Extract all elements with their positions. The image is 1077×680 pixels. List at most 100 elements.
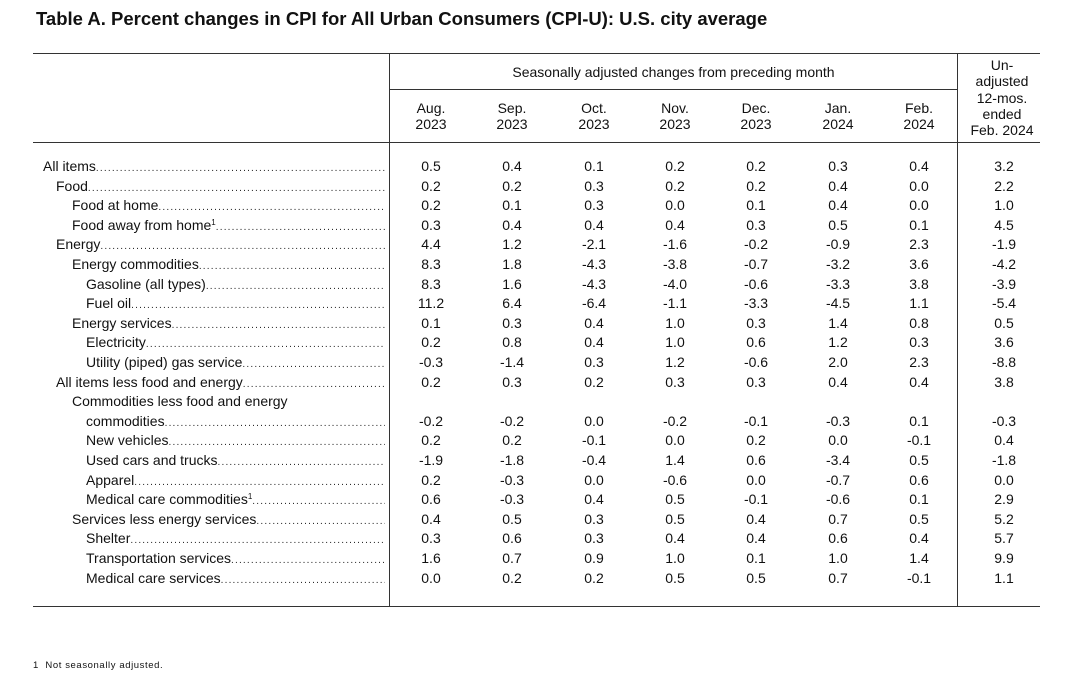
monthly-value-cell: 1.0 — [665, 314, 685, 331]
group-header-rule — [390, 89, 957, 90]
monthly-value-cell: 0.2 — [584, 569, 604, 586]
monthly-value-cell: 2.3 — [909, 354, 929, 370]
footnote-text: Not seasonally adjusted. — [45, 660, 164, 671]
monthly-value-cell: 0.2 — [421, 177, 441, 194]
monthly-value-cell: 0.1 — [502, 197, 522, 214]
dot-leader: ........................................… — [131, 300, 385, 312]
monthly-value-cell: -0.1 — [906, 569, 932, 586]
monthly-value-cell: 0.5 — [746, 569, 766, 586]
table-row: All items...............................… — [0, 156, 1077, 176]
monthly-value-cell: -3.3 — [825, 275, 851, 292]
unadjusted-value-cell: 3.8 — [994, 373, 1014, 390]
unadjusted-value-cell: 0.4 — [994, 432, 1014, 449]
row-label-text: Services less energy services — [72, 510, 257, 527]
table-bottom-rule — [33, 606, 1040, 607]
table-row: Services less energy services...........… — [0, 509, 1077, 529]
monthly-value-cell: 0.4 — [746, 510, 766, 527]
monthly-value-cell: 0.3 — [584, 197, 604, 214]
monthly-value-cell: -0.1 — [743, 491, 769, 508]
monthly-value-cell: 0.1 — [746, 550, 766, 566]
monthly-value-cell: -1.4 — [499, 354, 525, 370]
row-label: Shelter.................................… — [86, 528, 385, 548]
monthly-value-cell: -0.9 — [825, 236, 851, 253]
month-label: Aug. — [416, 100, 446, 116]
table-row: Energy commodities......................… — [0, 254, 1077, 274]
unadjusted-header-line: adjusted — [975, 73, 1029, 90]
monthly-value-cell: -0.1 — [906, 432, 932, 449]
table-row: commodities.............................… — [0, 411, 1077, 431]
monthly-value-cell: 0.1 — [584, 158, 604, 174]
monthly-value-cell: -0.4 — [581, 452, 607, 468]
unadjusted-value-cell: 9.9 — [994, 550, 1014, 566]
footnote-reference: 1 — [211, 217, 216, 227]
row-label-text: Medical care commodities — [86, 491, 248, 508]
unadjusted-value-cell: -5.4 — [991, 295, 1017, 312]
table-row: New vehicles............................… — [0, 430, 1077, 450]
unadjusted-value-cell: -1.9 — [991, 236, 1017, 253]
monthly-value-cell: 0.3 — [909, 334, 929, 351]
monthly-value-cell: -0.6 — [743, 354, 769, 370]
unadjusted-value-cell: 5.7 — [994, 530, 1014, 547]
header-bottom-rule — [33, 142, 1040, 143]
monthly-value-cell: 0.5 — [665, 569, 685, 586]
monthly-value-cell: -0.7 — [825, 471, 851, 488]
row-label: Transportation services.................… — [86, 548, 385, 568]
row-label: All items...............................… — [43, 156, 385, 176]
monthly-value-cell: 0.1 — [909, 412, 929, 429]
row-label: Used cars and trucks....................… — [86, 450, 385, 470]
unadjusted-value-cell: -8.8 — [991, 354, 1017, 370]
year-label: 2023 — [578, 116, 610, 132]
monthly-value-cell: -3.8 — [662, 256, 688, 272]
row-label-text: Utility (piped) gas service — [86, 354, 243, 370]
row-label: Services less energy services...........… — [72, 509, 385, 529]
monthly-value-cell: 8.3 — [421, 256, 441, 272]
monthly-value-cell: 0.3 — [584, 177, 604, 194]
table-title: Table A. Percent changes in CPI for All … — [36, 8, 768, 29]
monthly-value-cell: -3.3 — [743, 295, 769, 312]
monthly-value-cell: 0.3 — [746, 373, 766, 390]
monthly-value-cell: -0.3 — [418, 354, 444, 370]
row-label-text: New vehicles — [86, 432, 169, 449]
monthly-value-cell: 0.8 — [502, 334, 522, 351]
monthly-value-cell: -0.2 — [418, 412, 444, 429]
monthly-value-cell: 0.3 — [502, 373, 522, 390]
monthly-value-cell: 0.6 — [828, 530, 848, 547]
monthly-value-cell: 0.3 — [665, 373, 685, 390]
unadjusted-value-cell: 3.6 — [994, 334, 1014, 351]
monthly-value-cell: -1.9 — [418, 452, 444, 468]
table-row: Used cars and trucks....................… — [0, 450, 1077, 470]
monthly-value-cell: 3.6 — [909, 256, 929, 272]
monthly-value-cell: 6.4 — [502, 295, 522, 312]
year-label: 2023 — [415, 116, 447, 132]
table-row: Utility (piped) gas service.............… — [0, 352, 1077, 372]
monthly-value-cell: -4.5 — [825, 295, 851, 312]
monthly-value-cell: 3.8 — [909, 275, 929, 292]
unadjusted-value-cell: 1.1 — [994, 569, 1014, 586]
monthly-value-cell: 0.4 — [828, 197, 848, 214]
monthly-value-cell: 4.4 — [421, 236, 441, 253]
year-label: 2024 — [903, 116, 935, 132]
dot-leader: ........................................… — [145, 339, 385, 351]
month-label: Feb. — [904, 100, 933, 116]
monthly-value-cell: 0.0 — [421, 569, 441, 586]
monthly-value-cell: 0.3 — [584, 354, 604, 370]
monthly-value-cell: 0.9 — [584, 550, 604, 566]
row-label-text: Food at home — [72, 197, 159, 214]
monthly-value-cell: 0.0 — [828, 432, 848, 449]
monthly-value-cell: 0.4 — [828, 177, 848, 194]
dot-leader: ........................................… — [230, 555, 385, 566]
monthly-value-cell: 0.0 — [909, 197, 929, 214]
dot-leader: ........................................… — [220, 574, 385, 586]
year-label: 2023 — [659, 116, 691, 132]
unadjusted-header-line: Feb. 2024 — [970, 122, 1034, 139]
monthly-value-cell: 0.7 — [828, 510, 848, 527]
monthly-value-cell: 0.4 — [909, 158, 929, 174]
row-label: Apparel.................................… — [86, 470, 385, 490]
monthly-value-cell: 0.3 — [502, 314, 522, 331]
monthly-value-cell: 0.5 — [909, 452, 929, 468]
monthly-value-cell: 0.4 — [502, 158, 522, 174]
unadjusted-value-cell: 4.5 — [994, 216, 1014, 233]
table-row: Medical care services...................… — [0, 568, 1077, 588]
month-label: Sep. — [497, 100, 527, 116]
unadjusted-value-cell: 2.9 — [994, 491, 1014, 508]
